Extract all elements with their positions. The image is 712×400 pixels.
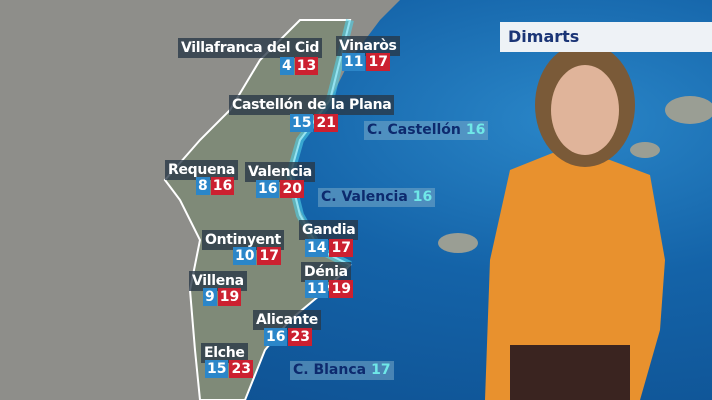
ibiza-island: [438, 233, 478, 253]
max-temp: 21: [314, 114, 338, 132]
max-temp: 17: [257, 247, 281, 265]
city-name: Dénia: [301, 262, 351, 282]
max-temp: 13: [294, 57, 319, 75]
max-temp: 17: [366, 53, 390, 71]
city-name: Ontinyent: [202, 230, 284, 250]
sea-valencia: C. Valencia 16: [318, 188, 436, 207]
max-temp: 17: [329, 239, 353, 257]
max-temp: 19: [329, 280, 353, 298]
city-name: Valencia: [245, 162, 315, 182]
min-temp: 16: [264, 328, 288, 346]
city-name: Castellón de la Plana: [229, 95, 395, 115]
day-label: Dimarts: [500, 22, 712, 52]
min-temp: 4: [280, 57, 294, 75]
max-temp: 23: [229, 360, 253, 378]
city-name: Elche: [201, 343, 248, 363]
presenter-body: [485, 150, 665, 400]
mallorca-island: [665, 96, 712, 124]
city-name: Alicante: [253, 310, 321, 330]
sea-name: C. Valencia: [321, 189, 408, 205]
max-temp: 16: [210, 177, 235, 195]
min-temp: 11: [342, 53, 366, 71]
sea-blanca: C. Blanca 17: [290, 361, 394, 380]
city-name: Gandia: [299, 220, 359, 240]
min-temp: 14: [305, 239, 329, 257]
min-temp: 8: [196, 177, 210, 195]
min-temp: 15: [290, 114, 314, 132]
max-temp: 20: [280, 180, 304, 198]
presenter: [485, 43, 665, 400]
sea-name: C. Blanca: [293, 362, 367, 378]
max-temp: 19: [217, 288, 242, 306]
city-name: Requena: [165, 160, 239, 180]
sea-name: C. Castellón: [367, 122, 461, 138]
sea-temp: 16: [412, 189, 433, 205]
min-temp: 10: [233, 247, 257, 265]
city-name: Villena: [189, 271, 247, 291]
city-name: Vinaròs: [336, 36, 400, 56]
min-temp: 16: [256, 180, 280, 198]
min-temp: 11: [305, 280, 329, 298]
formentera-island: [630, 142, 660, 158]
max-temp: 23: [288, 328, 312, 346]
min-temp: 9: [203, 288, 217, 306]
sea-temp: 17: [371, 362, 391, 378]
presenter-face: [551, 65, 619, 155]
presenter-trousers: [510, 345, 630, 400]
city-name: Villafranca del Cid: [178, 38, 323, 58]
min-temp: 15: [205, 360, 229, 378]
sea-castellon: C. Castellón 16: [364, 121, 489, 140]
sea-temp: 16: [465, 122, 486, 138]
